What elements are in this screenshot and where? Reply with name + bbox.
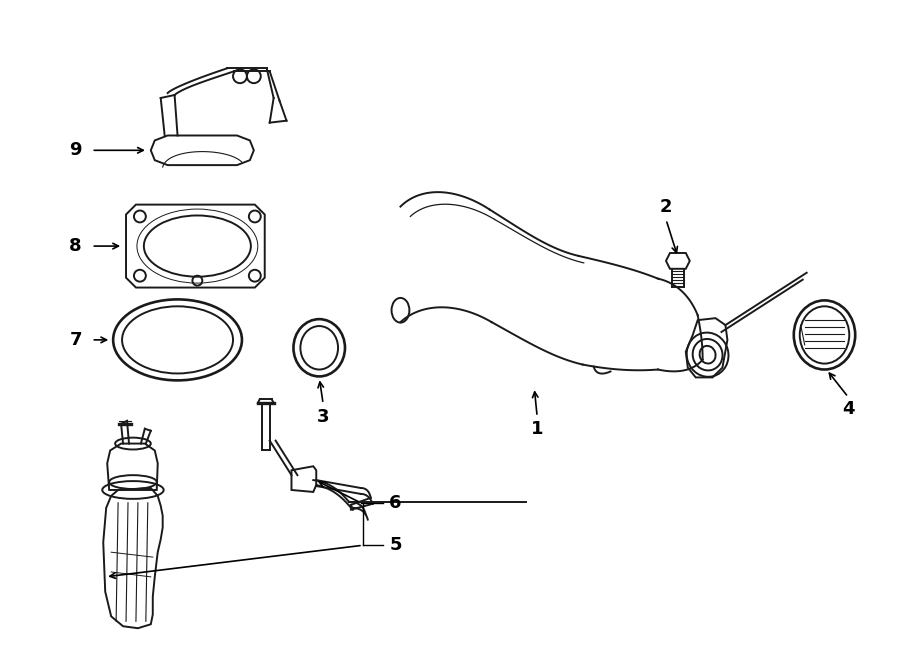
Text: 5: 5 bbox=[390, 536, 401, 554]
Text: 6: 6 bbox=[390, 494, 401, 512]
Text: 2: 2 bbox=[660, 197, 672, 216]
Text: 4: 4 bbox=[842, 400, 854, 418]
Text: 9: 9 bbox=[69, 141, 82, 160]
Text: 3: 3 bbox=[317, 408, 329, 426]
Text: 8: 8 bbox=[69, 237, 82, 255]
Text: 1: 1 bbox=[531, 420, 544, 438]
Text: 7: 7 bbox=[69, 331, 82, 349]
